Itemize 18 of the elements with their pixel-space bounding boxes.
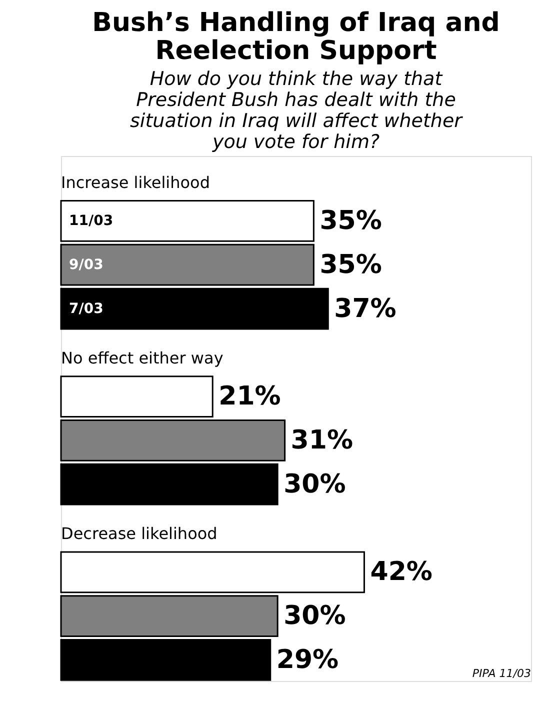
chart-subtitle: How do you think the way that President Bush has dealt with the situation in Iraq will affect whether you vote for him? (130, 68, 464, 153)
series-label: 9/03 (69, 256, 104, 273)
data-label: 35% (320, 250, 382, 280)
text: PIPA 11/03 (472, 667, 531, 680)
y-tick-label: No effect either way (61, 348, 224, 368)
data-label: 35% (320, 206, 382, 236)
data-label: 29% (276, 644, 339, 675)
y-tick-label: Increase likelihood (61, 173, 210, 192)
data-label: 31% (290, 425, 354, 456)
data-label: 30% (284, 601, 346, 632)
series-label: 7/03 (69, 300, 104, 317)
chart-title: Bush’s Handling of Iraq and Reelection Support (92, 8, 500, 66)
data-label: 30% (284, 469, 346, 500)
series-label: 11/03 (69, 212, 114, 229)
data-label: 21% (218, 382, 281, 412)
data-label: 42% (370, 557, 432, 588)
data-label: 37% (334, 294, 396, 324)
y-tick-label: Decrease likelihood (61, 524, 218, 544)
